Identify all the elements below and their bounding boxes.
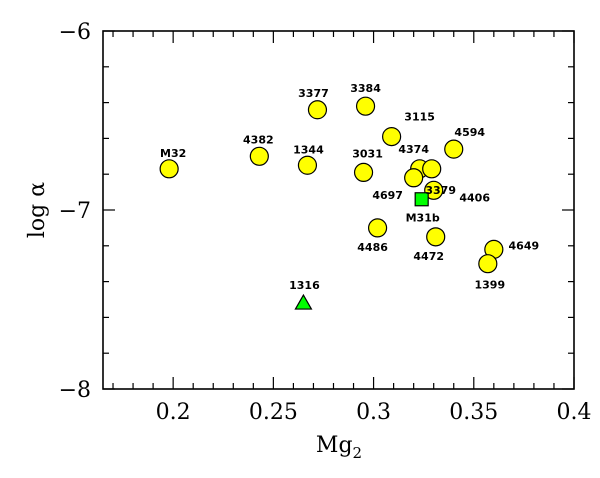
x-tick-label: 0.3: [356, 400, 391, 425]
data-point-circle: [367, 218, 388, 238]
point-label: 3115: [404, 111, 435, 124]
data-point-circle: [426, 227, 446, 247]
data-point-circle: [422, 159, 442, 179]
point-label: 4382: [243, 133, 274, 146]
tick-labels: 0.2 0.25 0.3 0.35 0.4 −8 −7 −6: [59, 20, 592, 425]
point-label: 4486: [357, 241, 388, 254]
y-tick-label: −7: [59, 199, 91, 224]
point-label: 4594: [454, 126, 485, 139]
plot-axes: [102, 30, 575, 390]
x-tick-label: 0.4: [557, 400, 592, 425]
data-point-circle: [249, 146, 269, 166]
x-tick-label: 0.2: [156, 400, 191, 425]
x-axis-label: Mg2: [316, 433, 362, 462]
axis-ticks: [103, 30, 575, 390]
y-tick-label: −8: [59, 378, 91, 403]
data-points: [159, 96, 504, 310]
point-label: 1344: [293, 143, 324, 156]
point-label: M31b: [406, 211, 440, 224]
x-tick-label: 0.25: [249, 400, 298, 425]
data-point-circle: [297, 155, 318, 175]
data-point-square: [414, 192, 429, 207]
data-point-circle: [355, 96, 376, 116]
point-label: 3377: [298, 87, 329, 100]
point-label: 3031: [352, 147, 383, 160]
data-point-triangle: [294, 293, 313, 310]
point-label: M32: [160, 147, 186, 160]
point-label: 1399: [475, 279, 506, 292]
data-point-circle: [478, 254, 498, 274]
point-label: 4472: [413, 250, 444, 263]
point-label: 3384: [350, 82, 381, 95]
data-point-circle: [424, 180, 444, 200]
y-tick-label: −6: [59, 20, 91, 45]
data-point-circle: [382, 127, 402, 147]
point-label: 1316: [289, 279, 320, 292]
x-tick-label: 0.35: [449, 400, 498, 425]
point-label: 4697: [372, 189, 403, 202]
data-point-circle: [307, 100, 328, 120]
point-label: 4374: [398, 143, 429, 156]
data-point-circle: [404, 168, 424, 188]
plot-frame: [102, 30, 575, 390]
data-point-circle: [444, 139, 464, 159]
data-point-circle: [353, 162, 374, 183]
point-label: 4649: [509, 239, 540, 252]
point-label: 4406: [459, 191, 490, 204]
data-point-circle: [159, 159, 179, 179]
y-axis-label: log α: [25, 182, 50, 238]
point-label: 3379: [425, 184, 456, 197]
